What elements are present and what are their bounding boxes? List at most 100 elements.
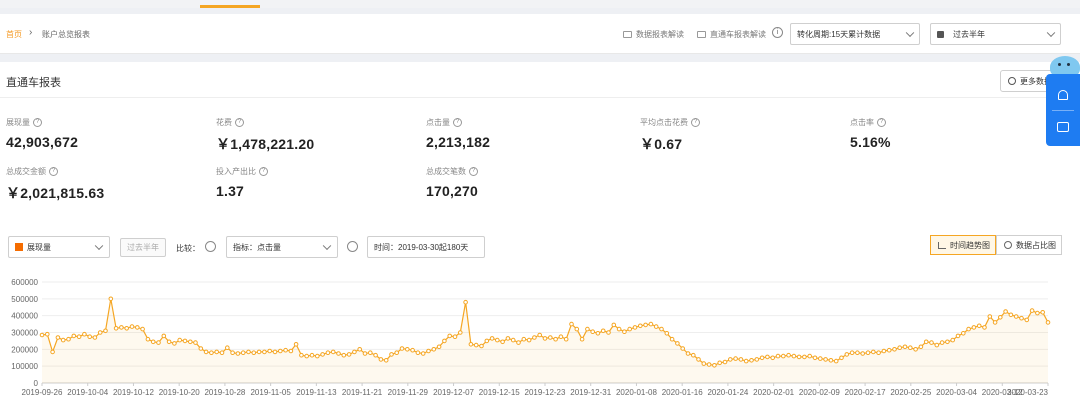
data-point (1035, 310, 1040, 316)
help-icon[interactable]: ? (469, 167, 478, 176)
data-point (532, 335, 537, 340)
metric-avg-cpc[interactable]: 平均点击花费? ￥0.67 (640, 117, 700, 154)
x-tick-label: 2019-12-07 (433, 388, 474, 397)
breadcrumb-home[interactable]: 首页 (6, 30, 22, 39)
line-chart-icon (938, 241, 946, 249)
data-point (738, 357, 744, 362)
data-point (394, 350, 400, 355)
x-tick-label: 2019-12-31 (570, 388, 611, 397)
x-tick-label: 2019-11-13 (296, 388, 337, 397)
data-point (982, 325, 987, 330)
x-tick-label: 2019-11-29 (388, 388, 429, 397)
data-point (961, 331, 966, 336)
ztc-report-guide-label: 直通车报表解读 (710, 30, 766, 39)
data-point (706, 362, 712, 367)
time-range-field[interactable]: 时间：2019-03-30起180天 (367, 236, 485, 258)
data-point (288, 348, 294, 354)
data-point (235, 351, 241, 356)
data-point (92, 335, 98, 340)
data-point (50, 349, 55, 355)
data-point (293, 342, 299, 347)
metric-value: 2,213,182 (426, 134, 491, 150)
data-point (198, 346, 204, 351)
data-point (542, 336, 548, 341)
data-point (871, 349, 876, 355)
help-icon[interactable]: ? (235, 118, 244, 127)
data-point (383, 358, 389, 363)
data-point (643, 322, 648, 328)
metric-cost[interactable]: 花费? ￥1,478,221.20 (216, 117, 314, 154)
metric-select[interactable]: 展现量 (8, 236, 110, 258)
metric-label: 投入产出比 (216, 167, 256, 176)
indicator-select-value: 指标：点击量 (233, 242, 281, 252)
metric-total-sales[interactable]: 总成交金额? ￥2,021,815.63 (6, 166, 104, 203)
date-range-select[interactable]: 过去半年 (930, 23, 1061, 45)
ztc-report-guide-link[interactable]: 直通车报表解读 (697, 29, 766, 40)
data-point (426, 348, 431, 354)
date-range-value: 过去半年 (953, 29, 985, 39)
x-tick-label: 2019-10-28 (204, 388, 245, 397)
data-point (897, 345, 903, 350)
help-icon[interactable]: ? (691, 118, 700, 127)
active-tab-indicator (200, 5, 260, 8)
metric-total-orders[interactable]: 总成交笔数? 170,270 (426, 166, 478, 199)
data-point (267, 348, 273, 354)
x-tick-label: 2019-11-21 (342, 388, 383, 397)
data-point (150, 339, 156, 345)
info-icon[interactable]: i (772, 27, 783, 38)
conversion-period-value: 转化周期:15天累计数据 (797, 29, 881, 39)
data-point (60, 337, 66, 343)
message-icon[interactable] (1057, 122, 1069, 132)
compare-radio[interactable] (205, 241, 216, 252)
metric-ctr[interactable]: 点击率? 5.16% (850, 117, 891, 150)
pie-chart-icon (1004, 241, 1012, 249)
metric-label: 点击量 (426, 118, 450, 127)
data-point (876, 350, 881, 355)
help-icon[interactable]: ? (259, 167, 268, 176)
data-point (807, 353, 813, 359)
time-radio[interactable] (347, 241, 358, 252)
metric-value: 5.16% (850, 134, 891, 150)
metric-roi[interactable]: 投入产出比? 1.37 (216, 166, 268, 199)
trend-view-button[interactable]: 时间趋势图 (930, 235, 996, 255)
help-icon[interactable]: ? (49, 167, 58, 176)
data-point (929, 340, 934, 345)
data-point (203, 349, 209, 355)
help-icon[interactable]: ? (877, 118, 886, 127)
metric-label: 平均点击花费 (640, 118, 688, 127)
help-icon[interactable]: ? (453, 118, 462, 127)
x-tick-label: 2019-10-04 (67, 388, 108, 397)
data-report-guide-link[interactable]: 数据报表解读 (623, 29, 684, 40)
series-area (42, 298, 1048, 383)
data-point (389, 352, 394, 357)
data-point (278, 348, 283, 354)
data-point (770, 355, 776, 361)
data-point (256, 349, 262, 355)
x-tick-label: 2020-01-16 (662, 388, 703, 397)
data-point (182, 338, 188, 344)
x-tick-label: 2020-03-12 (982, 388, 1023, 397)
metric-value: 1.37 (216, 183, 245, 199)
conversion-period-select[interactable]: 转化周期:15天累计数据 (790, 23, 920, 45)
metric-impressions[interactable]: 展现量? 42,903,672 (6, 117, 78, 150)
data-point (611, 322, 617, 328)
data-point (828, 358, 834, 363)
data-point (129, 324, 135, 329)
indicator-select[interactable]: 指标：点击量 (226, 236, 338, 258)
data-point (188, 339, 193, 345)
data-point (537, 332, 543, 338)
help-icon[interactable]: ? (33, 118, 42, 127)
data-point (632, 325, 638, 330)
data-point (140, 326, 145, 332)
breadcrumb-current: 账户总览报表 (42, 30, 90, 39)
data-point (436, 344, 442, 350)
share-view-button[interactable]: 数据占比图 (996, 235, 1062, 255)
data-point (315, 353, 320, 359)
y-tick-label: 0 (34, 379, 39, 388)
data-point (1003, 309, 1008, 314)
metric-clicks[interactable]: 点击量? 2,213,182 (426, 117, 490, 150)
data-point (526, 337, 532, 343)
data-point (214, 349, 219, 355)
data-point (97, 330, 103, 335)
bell-icon[interactable] (1058, 90, 1068, 100)
